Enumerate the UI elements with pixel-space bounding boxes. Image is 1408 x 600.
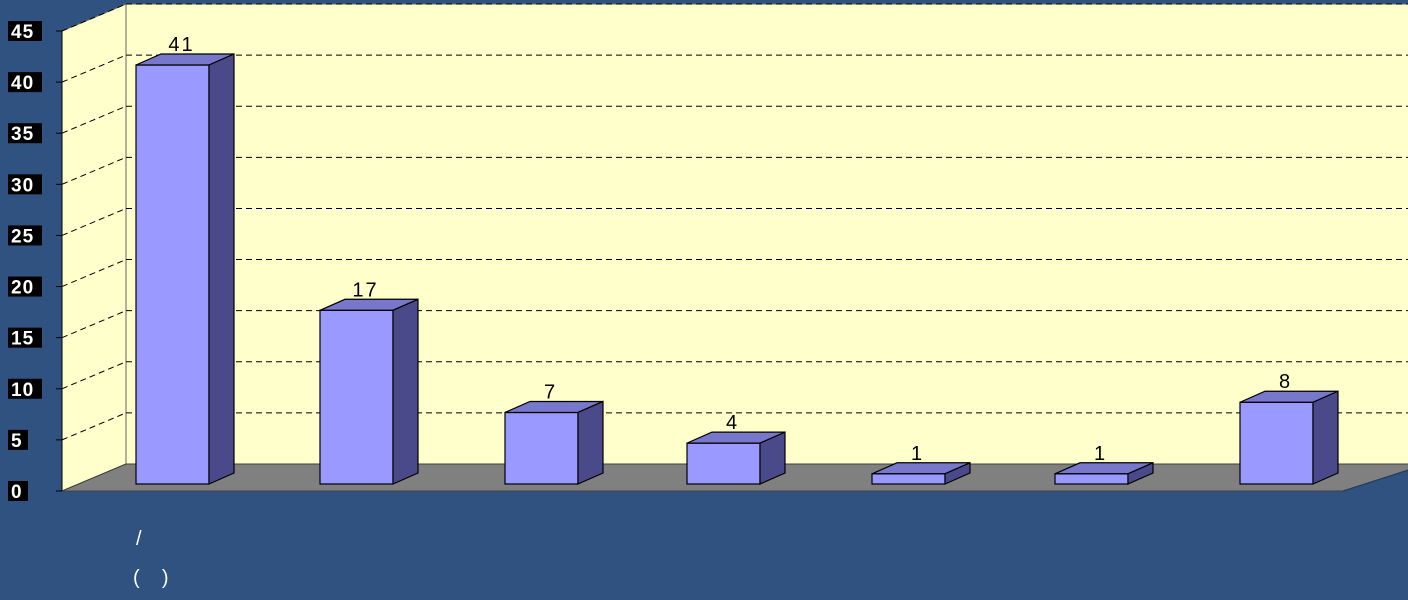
y-tick-label-text: 0	[11, 482, 23, 503]
y-tick-label-bg	[8, 174, 42, 195]
bar-front	[135, 64, 210, 485]
y-tick-label-bg	[8, 429, 28, 450]
bar-6: 1	[1054, 443, 1154, 485]
bar-front	[686, 442, 761, 485]
y-tick-label-text: 30	[11, 175, 34, 196]
y-tick-label-text: 15	[11, 329, 34, 350]
y-tick-label-text: 5	[11, 431, 23, 452]
data-label: 8	[1279, 371, 1292, 393]
bar-3: 7	[504, 381, 604, 485]
y-tick-label-bg	[8, 481, 28, 501]
bar-front	[1239, 401, 1314, 485]
y-tick-label: 45	[8, 21, 42, 43]
y-tick-label: 35	[8, 123, 42, 145]
floor-edge	[1342, 469, 1408, 492]
y-tick-label-text: 20	[11, 278, 34, 299]
bar-side	[944, 461, 971, 485]
y-tick-label-bg	[8, 378, 42, 399]
y-tick-label: 5	[8, 429, 28, 452]
category-label-1: /	[136, 528, 142, 550]
y-tick-label-bg	[8, 327, 42, 348]
y-tick-label-text: 25	[11, 226, 34, 247]
bar-side	[1127, 461, 1154, 485]
bar-side	[759, 431, 786, 485]
y-tick-label-text: 10	[11, 380, 34, 401]
y-tick-label: 40	[8, 72, 42, 94]
side-wall	[61, 3, 127, 492]
bar-side	[208, 53, 235, 485]
y-tick-label-text: 45	[11, 22, 34, 43]
gridline-side	[61, 105, 127, 134]
data-label: 1	[911, 443, 924, 465]
bar-side	[577, 400, 604, 485]
gridline-side	[61, 361, 127, 390]
gridline-side	[61, 310, 127, 339]
data-label: 7	[544, 381, 557, 403]
bar-front	[1054, 473, 1129, 485]
data-label: 1	[1094, 443, 1107, 465]
y-tick-label: 30	[8, 174, 42, 196]
bar-2: 17	[319, 279, 419, 485]
back-wall	[125, 3, 1408, 465]
bar-front	[319, 309, 394, 485]
y-tick-label: 25	[8, 225, 42, 247]
bar-4: 4	[686, 412, 786, 485]
y-tick-label-bg	[8, 123, 42, 144]
data-label: 17	[352, 279, 378, 301]
gridline-side	[61, 3, 127, 32]
y-tick-label-bg	[8, 225, 42, 246]
bar-front	[504, 411, 579, 485]
y-tick-label: 20	[8, 276, 42, 299]
category-label-2: ( )	[133, 567, 169, 589]
y-tick-label-text: 35	[11, 124, 34, 145]
bar-side	[392, 298, 419, 485]
gridline-side	[61, 259, 127, 288]
bar-1: 41	[135, 34, 235, 485]
y-tick-label: 0	[8, 481, 28, 503]
gridline-side	[61, 54, 127, 83]
y-tick-label: 15	[8, 327, 42, 350]
bar-side	[1312, 390, 1339, 485]
y-tick-label: 10	[8, 378, 42, 401]
y-tick-label-text: 40	[11, 73, 34, 94]
data-label: 4	[726, 412, 739, 434]
bar-front	[871, 473, 946, 485]
y-tick-label-bg	[8, 21, 42, 41]
gridline-side	[61, 156, 127, 185]
bar-7: 8	[1239, 371, 1339, 485]
bar-5: 1	[871, 443, 971, 485]
data-label: 41	[168, 34, 194, 56]
gridline-side	[61, 412, 127, 441]
gridline-side	[61, 207, 127, 236]
y-tick-label-bg	[8, 276, 42, 297]
y-tick-label-bg	[8, 72, 42, 93]
